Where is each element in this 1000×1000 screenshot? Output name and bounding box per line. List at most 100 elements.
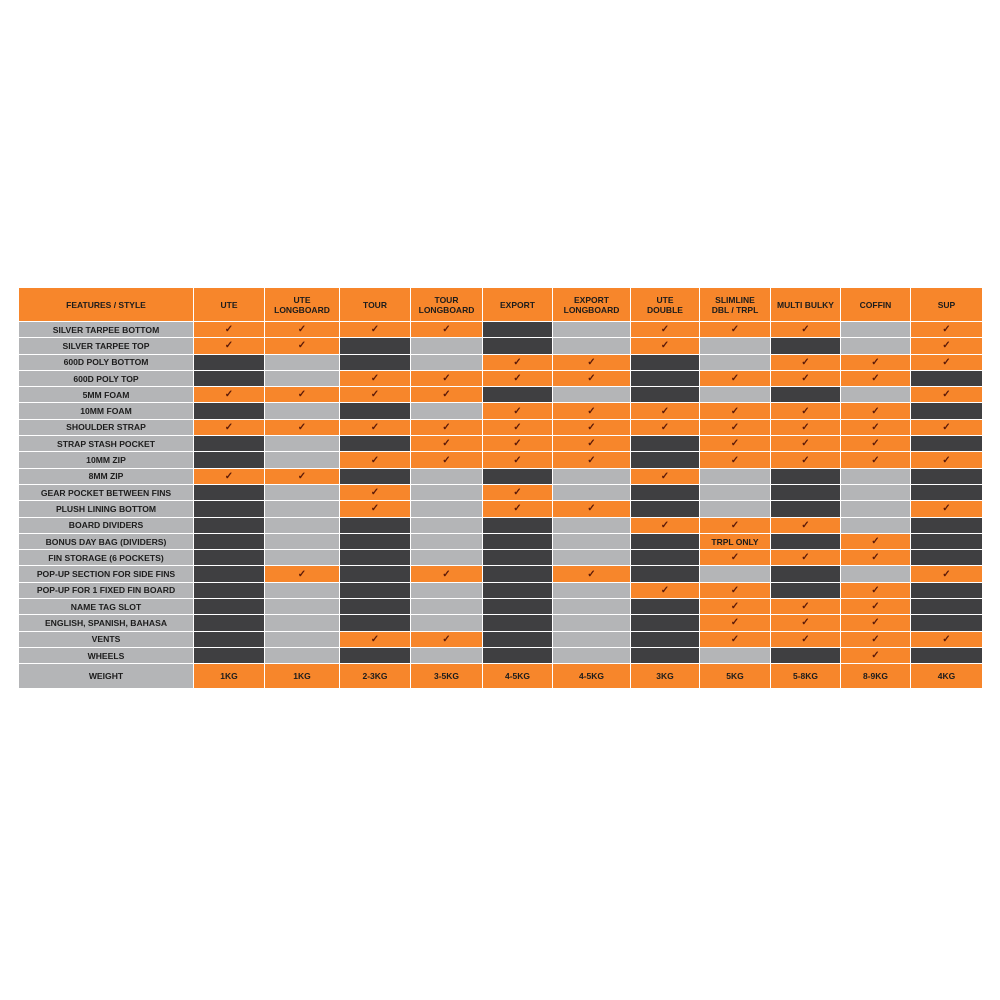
feature-cell-yes: ✓ bbox=[193, 418, 265, 437]
feature-cell-yes: ✓ bbox=[770, 369, 841, 388]
feature-cell-no bbox=[770, 386, 841, 404]
feature-cell-no bbox=[910, 467, 983, 485]
feature-cell-no bbox=[193, 435, 265, 453]
feature-cell-no bbox=[339, 353, 411, 371]
checkmark-icon: ✓ bbox=[871, 356, 880, 368]
feature-cell-no bbox=[264, 581, 340, 600]
checkmark-icon: ✓ bbox=[297, 568, 307, 580]
feature-cell-no bbox=[630, 646, 700, 665]
table-row: ENGLISH, SPANISH, BAHASA ✓ ✓ ✓ bbox=[18, 614, 983, 632]
checkmark-icon: ✓ bbox=[801, 373, 810, 385]
checkmark-icon: ✓ bbox=[871, 601, 880, 613]
feature-cell-note: TRPL ONLY bbox=[699, 532, 771, 551]
feature-cell-yes: ✓ bbox=[482, 500, 553, 518]
feature-cell-yes: ✓ bbox=[840, 646, 911, 665]
feature-cell-no bbox=[630, 386, 700, 404]
checkmark-icon: ✓ bbox=[660, 421, 670, 433]
feature-cell-no bbox=[264, 598, 340, 616]
checkmark-icon: ✓ bbox=[871, 405, 880, 417]
feature-cell-no bbox=[699, 467, 771, 485]
feature-cell-no bbox=[840, 386, 911, 404]
feature-cell-no bbox=[552, 532, 631, 551]
feature-cell-no bbox=[699, 353, 771, 371]
feature-cell-no bbox=[699, 565, 771, 583]
checkmark-icon: ✓ bbox=[370, 487, 380, 499]
checkmark-icon: ✓ bbox=[442, 633, 451, 645]
feature-cell-yes: ✓ bbox=[552, 435, 631, 453]
checkmark-icon: ✓ bbox=[871, 650, 880, 662]
feature-cell-yes: ✓ bbox=[410, 630, 483, 648]
feature-cell-yes: ✓ bbox=[193, 467, 265, 485]
feature-cell-yes: ✓ bbox=[339, 320, 411, 339]
checkmark-icon: ✓ bbox=[513, 454, 522, 466]
feature-cell-no bbox=[339, 598, 411, 616]
weight-value: 8-9KG bbox=[840, 663, 911, 690]
feature-cell-no bbox=[630, 598, 700, 616]
checkmark-icon: ✓ bbox=[871, 584, 880, 596]
header-column: TOUR LONGBOARD bbox=[410, 287, 483, 322]
feature-cell-no bbox=[910, 369, 983, 388]
feature-cell-no bbox=[552, 630, 631, 648]
checkmark-icon: ✓ bbox=[730, 552, 740, 564]
feature-cell-no bbox=[339, 402, 411, 420]
table-row: GEAR POCKET BETWEEN FINS ✓ ✓ bbox=[18, 483, 983, 502]
table-row: PLUSH LINING BOTTOM ✓ ✓ ✓ ✓ bbox=[18, 500, 983, 518]
checkmark-icon: ✓ bbox=[370, 421, 380, 433]
feature-cell-no bbox=[193, 500, 265, 518]
feature-label: POP-UP SECTION FOR SIDE FINS bbox=[18, 565, 194, 583]
feature-cell-yes: ✓ bbox=[840, 451, 911, 469]
feature-cell-no bbox=[410, 467, 483, 485]
feature-cell-yes: ✓ bbox=[699, 369, 771, 388]
checkmark-icon: ✓ bbox=[513, 487, 522, 499]
weight-row: WEIGHT 1KG 1KG 2-3KG 3-5KG 4-5KG 4-5KG 3KG 5KG 5-… bbox=[18, 663, 983, 690]
feature-cell-no bbox=[339, 581, 411, 600]
feature-cell-yes: ✓ bbox=[910, 320, 983, 339]
checkmark-icon: ✓ bbox=[801, 438, 810, 450]
feature-cell-no bbox=[410, 646, 483, 665]
feature-cell-no bbox=[410, 581, 483, 600]
feature-cell-yes: ✓ bbox=[699, 451, 771, 469]
table-row: 10MM FOAM ✓ ✓ ✓ ✓ ✓ ✓ bbox=[18, 402, 983, 420]
feature-cell-no bbox=[630, 565, 700, 583]
checkmark-icon: ✓ bbox=[730, 454, 740, 466]
feature-cell-no bbox=[910, 532, 983, 551]
checkmark-icon: ✓ bbox=[942, 340, 951, 352]
checkmark-icon: ✓ bbox=[297, 389, 307, 401]
header-column: SLIMLINE DBL / TRPL bbox=[699, 287, 771, 322]
feature-cell-no bbox=[630, 451, 700, 469]
feature-cell-no bbox=[552, 516, 631, 534]
feature-cell-yes: ✓ bbox=[840, 581, 911, 600]
checkmark-icon: ✓ bbox=[730, 584, 740, 596]
feature-label: GEAR POCKET BETWEEN FINS bbox=[18, 483, 194, 502]
checkmark-icon: ✓ bbox=[871, 373, 880, 385]
feature-cell-no bbox=[482, 598, 553, 616]
feature-cell-no bbox=[910, 435, 983, 453]
feature-label: BONUS DAY BAG (DIVIDERS) bbox=[18, 532, 194, 551]
weight-value: 3KG bbox=[630, 663, 700, 690]
table-row: 5MM FOAM ✓ ✓ ✓ ✓ ✓ bbox=[18, 386, 983, 404]
header-row: FEATURES / STYLE UTE UTE LONGBOARD TOUR TOU… bbox=[18, 287, 983, 322]
checkmark-icon: ✓ bbox=[370, 454, 380, 466]
feature-cell-yes: ✓ bbox=[552, 353, 631, 371]
feature-cell-no bbox=[699, 337, 771, 355]
feature-cell-no bbox=[264, 549, 340, 567]
feature-cell-no bbox=[840, 500, 911, 518]
feature-cell-yes: ✓ bbox=[910, 451, 983, 469]
checkmark-icon: ✓ bbox=[801, 617, 810, 629]
feature-cell-no bbox=[339, 337, 411, 355]
feature-cell-yes: ✓ bbox=[339, 483, 411, 502]
feature-label: 10MM FOAM bbox=[18, 402, 194, 420]
feature-cell-no bbox=[264, 646, 340, 665]
feature-cell-no bbox=[482, 516, 553, 534]
feature-cell-yes: ✓ bbox=[770, 614, 841, 632]
feature-cell-no bbox=[410, 353, 483, 371]
feature-label: POP-UP FOR 1 FIXED FIN BOARD bbox=[18, 581, 194, 600]
checkmark-icon: ✓ bbox=[587, 568, 596, 580]
feature-cell-yes: ✓ bbox=[699, 516, 771, 534]
feature-cell-no bbox=[264, 630, 340, 648]
feature-cell-no bbox=[482, 581, 553, 600]
checkmark-icon: ✓ bbox=[513, 438, 522, 450]
feature-label: STRAP STASH POCKET bbox=[18, 435, 194, 453]
feature-cell-no bbox=[193, 369, 265, 388]
table-row: 10MM ZIP ✓ ✓ ✓ ✓ ✓ ✓ ✓ ✓ bbox=[18, 451, 983, 469]
